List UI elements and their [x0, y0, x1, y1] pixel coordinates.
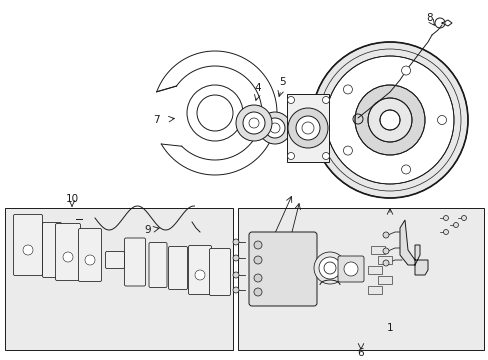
- Circle shape: [354, 85, 424, 155]
- FancyBboxPatch shape: [149, 243, 167, 288]
- Circle shape: [401, 66, 410, 75]
- Text: 2: 2: [268, 265, 275, 275]
- FancyBboxPatch shape: [188, 246, 211, 294]
- Circle shape: [343, 85, 352, 94]
- Circle shape: [232, 287, 239, 293]
- Text: 5: 5: [278, 77, 285, 87]
- Text: 9: 9: [144, 225, 151, 235]
- Circle shape: [259, 112, 290, 144]
- Text: 1: 1: [386, 323, 392, 333]
- Text: 8: 8: [426, 13, 432, 23]
- Circle shape: [313, 252, 346, 284]
- Circle shape: [443, 230, 447, 234]
- Circle shape: [382, 232, 388, 238]
- Circle shape: [367, 98, 411, 142]
- Circle shape: [243, 112, 264, 134]
- Text: 4: 4: [254, 83, 261, 93]
- Bar: [377, 256, 391, 264]
- Circle shape: [343, 146, 352, 155]
- Polygon shape: [399, 220, 427, 275]
- Text: 10: 10: [65, 194, 79, 204]
- FancyBboxPatch shape: [42, 222, 61, 278]
- Circle shape: [382, 260, 388, 266]
- Circle shape: [401, 165, 410, 174]
- Circle shape: [287, 108, 327, 148]
- FancyBboxPatch shape: [124, 238, 145, 286]
- Circle shape: [253, 274, 262, 282]
- FancyBboxPatch shape: [248, 232, 316, 306]
- Text: 6: 6: [357, 348, 364, 358]
- Circle shape: [287, 96, 294, 104]
- Circle shape: [232, 255, 239, 261]
- FancyBboxPatch shape: [168, 247, 187, 289]
- FancyBboxPatch shape: [105, 252, 124, 269]
- Circle shape: [318, 257, 340, 279]
- Bar: [377, 276, 391, 284]
- Text: 3: 3: [261, 245, 268, 255]
- Circle shape: [295, 116, 319, 140]
- Circle shape: [232, 272, 239, 278]
- Circle shape: [63, 252, 73, 262]
- Circle shape: [195, 270, 204, 280]
- Circle shape: [253, 288, 262, 296]
- FancyBboxPatch shape: [55, 224, 81, 280]
- Circle shape: [23, 245, 33, 255]
- Circle shape: [382, 248, 388, 254]
- Bar: [82, 214, 94, 224]
- Circle shape: [322, 96, 329, 104]
- Circle shape: [287, 153, 294, 159]
- Circle shape: [461, 216, 466, 220]
- Circle shape: [85, 255, 95, 265]
- Circle shape: [452, 222, 458, 228]
- Circle shape: [264, 118, 285, 138]
- Circle shape: [311, 42, 467, 198]
- Bar: [367, 286, 381, 294]
- Text: 7: 7: [152, 115, 159, 125]
- Circle shape: [325, 56, 453, 184]
- Bar: [370, 246, 384, 254]
- Circle shape: [232, 239, 239, 245]
- FancyBboxPatch shape: [79, 229, 102, 282]
- FancyBboxPatch shape: [14, 215, 42, 275]
- Bar: [367, 266, 381, 274]
- FancyBboxPatch shape: [337, 256, 363, 282]
- Circle shape: [324, 262, 335, 274]
- Circle shape: [379, 110, 399, 130]
- Circle shape: [437, 116, 446, 125]
- Bar: [286, 94, 328, 162]
- Circle shape: [253, 256, 262, 264]
- Bar: [238, 208, 483, 350]
- Circle shape: [443, 216, 447, 220]
- Circle shape: [322, 153, 329, 159]
- Circle shape: [343, 262, 357, 276]
- FancyBboxPatch shape: [209, 248, 230, 296]
- Bar: [5, 208, 232, 350]
- Circle shape: [253, 241, 262, 249]
- Circle shape: [236, 105, 271, 141]
